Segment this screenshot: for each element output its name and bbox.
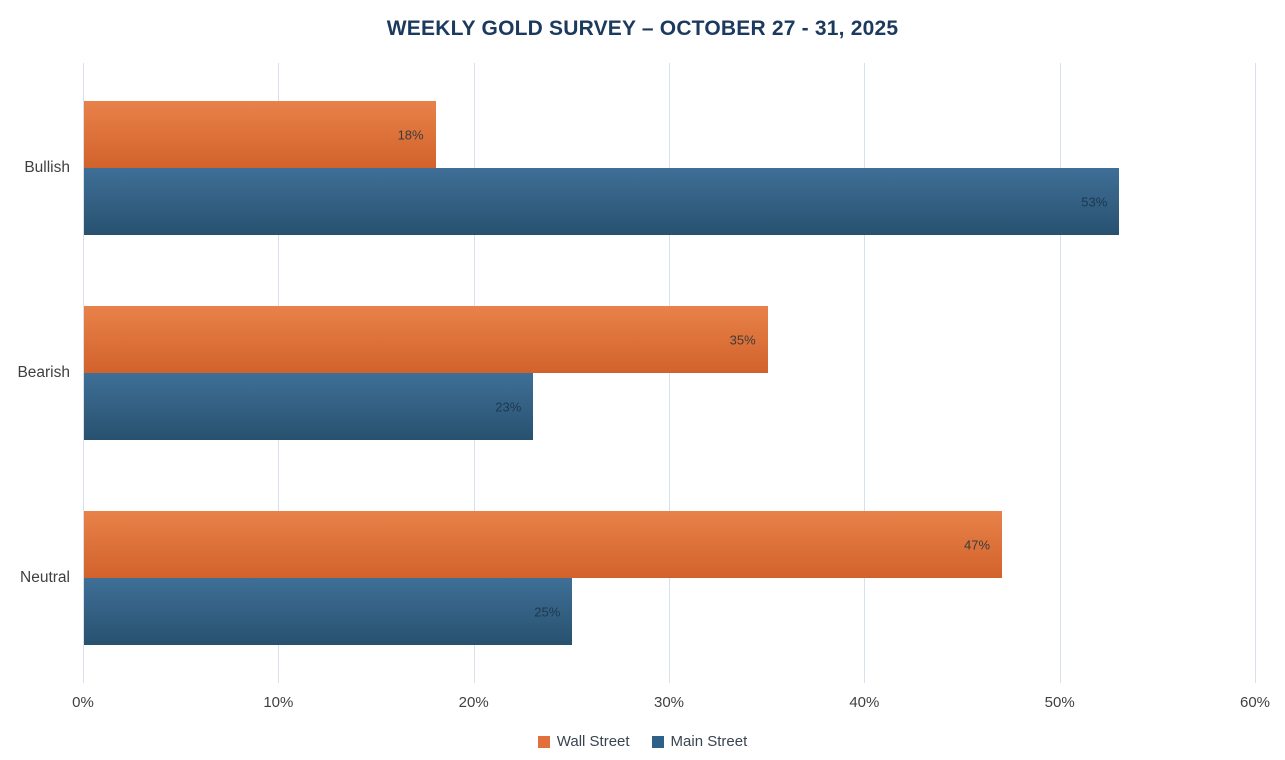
main-street-bar-bullish: 53% — [84, 168, 1120, 235]
x-tick-label-60-: 60% — [1239, 694, 1271, 711]
x-tick-label-30-: 30% — [653, 694, 685, 711]
main-street-bar-neutral: 25% — [84, 578, 573, 645]
x-gridline-30- — [669, 63, 670, 683]
main-street-bar-bearish: 23% — [84, 373, 534, 440]
x-tick-label-50-: 50% — [1044, 694, 1075, 711]
value-axis: 0% 10% 20% 30% 40% 50% 60% — [72, 694, 1270, 714]
x-tick-label-20-: 20% — [458, 694, 489, 711]
legend: Wall Street Main Street — [0, 733, 1285, 750]
x-gridline-40- — [864, 63, 866, 683]
data-label-main-street-neutral: 25% — [534, 604, 561, 619]
legend-item-wall-street: Wall Street — [537, 733, 630, 750]
x-gridline-50- — [1059, 63, 1061, 683]
wall-street-bar-neutral: 47% — [84, 511, 1003, 578]
legend-label-wall-street: Wall Street — [556, 733, 630, 750]
category-label-neutral: Neutral — [20, 569, 70, 586]
legend-swatch-wall-street — [537, 735, 550, 748]
data-label-wall-street-bullish: 18% — [397, 127, 424, 142]
x-gridline-60- — [1255, 63, 1256, 683]
category-axis: Bullish Bearish Neutral — [0, 63, 76, 677]
data-label-main-street-bearish: 23% — [495, 399, 522, 414]
category-label-bearish: Bearish — [17, 364, 70, 381]
plot-area: 18% 53% 35% 23% 47% 25% — [83, 63, 1256, 683]
legend-label-main-street: Main Street — [670, 733, 748, 750]
wall-street-bar-bullish: 18% — [84, 101, 436, 168]
chart-title: WEEKLY GOLD SURVEY – OCTOBER 27 - 31, 20… — [386, 17, 899, 40]
x-tick-label-40-: 40% — [849, 694, 880, 711]
data-label-wall-street-bearish: 35% — [729, 332, 756, 347]
data-label-main-street-bullish: 53% — [1081, 194, 1108, 209]
x-tick-label-0-: 0% — [72, 694, 94, 711]
x-tick-label-10-: 10% — [263, 694, 294, 711]
wall-street-bar-bearish: 35% — [84, 306, 768, 373]
x-gridline-0- — [83, 63, 84, 683]
legend-item-main-street: Main Street — [651, 733, 748, 750]
data-label-wall-street-neutral: 47% — [964, 537, 991, 552]
legend-swatch-main-street — [651, 735, 664, 748]
category-label-bullish: Bullish — [24, 159, 70, 176]
